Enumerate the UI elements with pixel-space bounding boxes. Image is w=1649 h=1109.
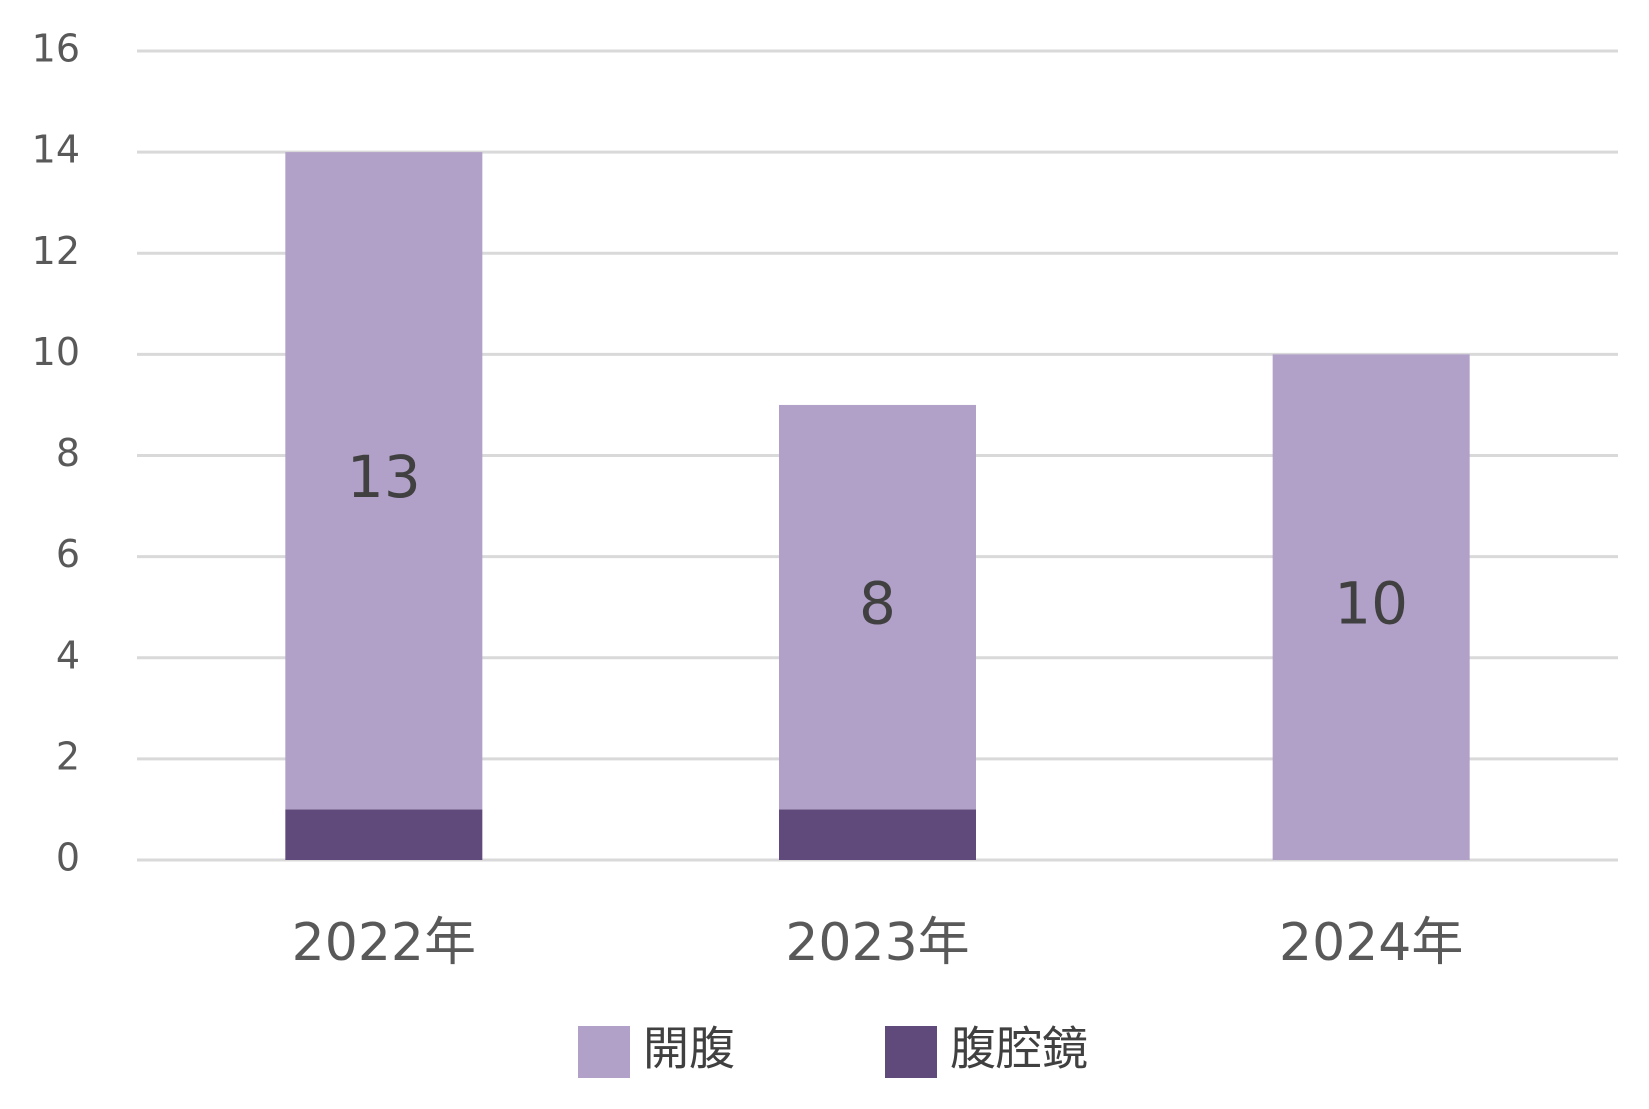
x-tick-label: 2022年 xyxy=(292,913,476,973)
legend-label: 開腹 xyxy=(643,1022,735,1076)
bar-segment xyxy=(779,404,976,810)
legend-swatch xyxy=(885,1026,937,1078)
y-tick-label: 12 xyxy=(32,229,80,273)
data-label: 13 xyxy=(347,443,421,511)
y-tick-label: 8 xyxy=(56,431,80,475)
y-tick-label: 14 xyxy=(32,128,80,172)
x-tick-label: 2023年 xyxy=(785,913,969,973)
data-label: 10 xyxy=(1334,569,1408,637)
y-tick-label: 16 xyxy=(32,27,80,71)
legend-label: 腹腔鏡 xyxy=(950,1022,1088,1076)
bar-segment xyxy=(285,809,483,860)
y-tick-label: 10 xyxy=(32,330,80,374)
data-label: 8 xyxy=(859,569,896,637)
bar-segment xyxy=(285,152,483,810)
x-tick-label: 2024年 xyxy=(1279,913,1463,973)
legend-swatch xyxy=(578,1026,630,1078)
y-tick-label: 6 xyxy=(56,532,80,576)
bar-segment xyxy=(779,809,976,860)
y-tick-label: 2 xyxy=(56,734,80,778)
y-tick-label: 0 xyxy=(56,836,80,880)
bar-segment xyxy=(1272,354,1470,860)
y-tick-label: 4 xyxy=(56,633,80,677)
